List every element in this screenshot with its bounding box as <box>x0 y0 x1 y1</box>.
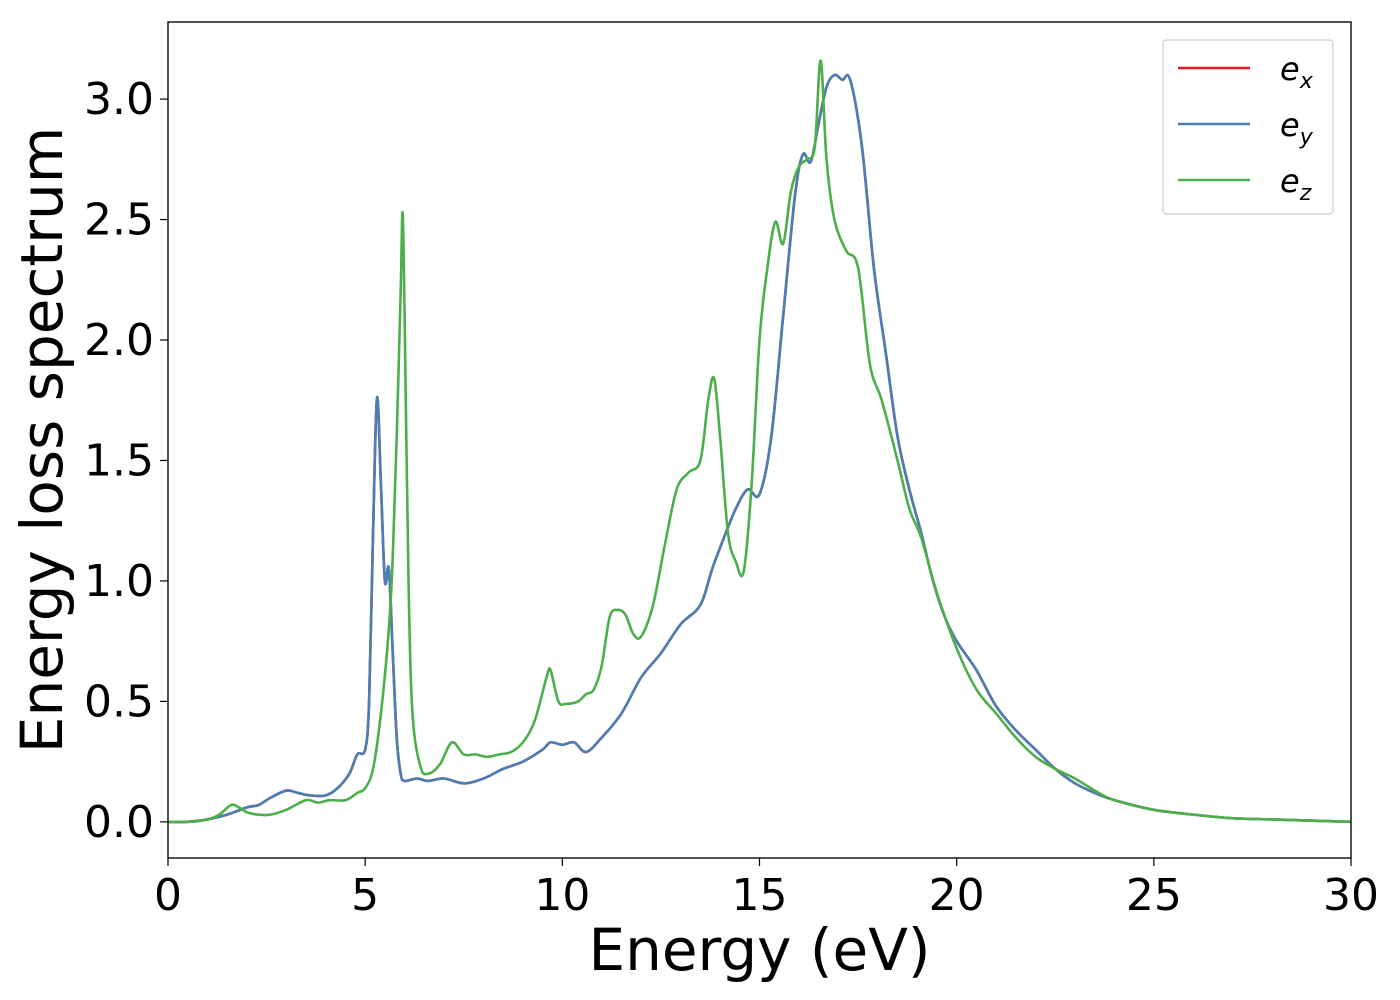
y-axis-label: Energy loss spectrum <box>8 127 76 753</box>
x-tick-label: 0 <box>154 870 182 921</box>
y-tick-label: 1.5 <box>84 435 154 486</box>
y-tick-label: 3.0 <box>84 74 154 125</box>
x-axis: 0 5 10 15 20 25 30 <box>154 858 1379 921</box>
x-tick-label: 15 <box>732 870 788 921</box>
x-tick-label: 10 <box>534 870 590 921</box>
x-tick-label: 20 <box>929 870 985 921</box>
y-tick-label: 2.0 <box>84 315 154 366</box>
y-tick-label: 0.0 <box>84 797 154 848</box>
plot-frame <box>167 21 1352 859</box>
series-layer <box>167 59 1352 824</box>
x-tick-label: 25 <box>1126 870 1182 921</box>
y-tick-label: 2.5 <box>84 195 154 246</box>
plot-area <box>167 21 1352 859</box>
legend-label-e-x: ex <box>1280 50 1314 94</box>
x-tick-label: 30 <box>1323 870 1379 921</box>
legend-frame <box>1162 39 1334 215</box>
x-tick-label: 5 <box>351 870 379 921</box>
legend-label-e-z: ez <box>1280 162 1312 206</box>
y-tick-label: 0.5 <box>84 676 154 727</box>
y-axis: 0.0 0.5 1.0 1.5 2.0 2.5 3.0 <box>84 74 168 848</box>
series-line-e-z <box>167 59 1352 824</box>
legend-label-e-y: ey <box>1280 106 1314 150</box>
x-axis-label: Energy (eV) <box>588 916 930 984</box>
y-tick-label: 1.0 <box>84 556 154 607</box>
legend: ex ey ez <box>1162 39 1334 215</box>
